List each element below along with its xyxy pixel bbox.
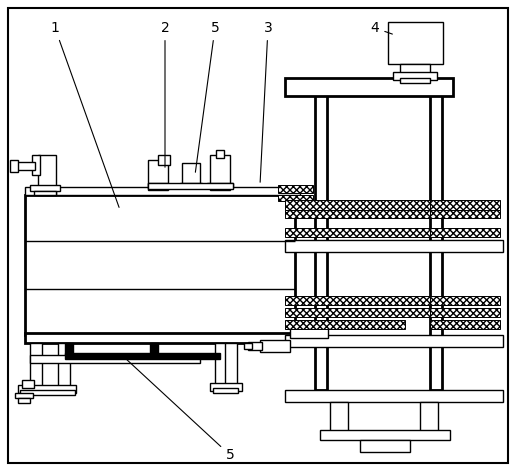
Bar xyxy=(225,343,237,388)
Bar xyxy=(158,155,170,165)
Text: 1: 1 xyxy=(51,21,119,207)
Bar xyxy=(38,155,56,195)
Bar xyxy=(285,335,503,347)
Bar xyxy=(400,78,430,83)
Bar xyxy=(393,72,437,80)
Bar xyxy=(25,333,300,343)
Bar xyxy=(285,240,503,252)
Bar xyxy=(10,160,18,172)
Bar xyxy=(65,353,220,359)
Bar xyxy=(215,343,227,388)
Bar xyxy=(20,390,75,395)
Bar xyxy=(285,296,455,305)
Bar xyxy=(278,185,313,193)
Bar xyxy=(430,200,500,210)
Bar xyxy=(260,340,290,352)
Bar xyxy=(244,343,252,349)
Bar xyxy=(430,320,500,329)
Text: 4: 4 xyxy=(370,21,392,35)
Bar xyxy=(182,163,200,188)
Bar xyxy=(285,228,455,237)
Bar xyxy=(15,393,33,398)
Bar xyxy=(148,183,233,189)
Bar xyxy=(148,160,168,190)
Bar xyxy=(290,328,328,338)
Bar xyxy=(210,155,230,190)
Bar xyxy=(148,183,168,188)
Bar xyxy=(285,200,455,210)
Bar xyxy=(18,385,76,393)
Bar xyxy=(430,210,500,218)
Bar xyxy=(30,355,200,363)
Bar xyxy=(430,308,500,317)
Bar xyxy=(285,210,455,218)
Bar xyxy=(285,320,405,329)
Bar xyxy=(430,228,500,237)
Bar xyxy=(216,150,224,158)
Bar xyxy=(330,402,348,437)
Bar xyxy=(388,22,443,64)
Bar xyxy=(285,390,503,402)
Bar xyxy=(430,80,442,390)
Bar xyxy=(30,185,60,191)
Bar xyxy=(213,388,238,393)
Text: 5: 5 xyxy=(127,360,234,462)
Bar xyxy=(400,64,430,74)
Bar xyxy=(278,195,313,201)
Text: 2: 2 xyxy=(160,21,169,167)
Text: 3: 3 xyxy=(260,21,272,182)
Bar xyxy=(30,343,42,388)
Bar xyxy=(430,296,500,305)
Bar xyxy=(65,343,73,355)
Bar xyxy=(360,440,410,452)
Bar xyxy=(210,383,242,391)
Bar xyxy=(285,308,455,317)
Bar xyxy=(34,191,56,195)
Bar xyxy=(285,78,453,96)
Bar xyxy=(150,343,158,355)
Bar xyxy=(315,80,327,390)
Bar xyxy=(420,402,438,437)
Bar xyxy=(22,380,34,388)
Bar xyxy=(18,398,30,403)
Bar xyxy=(180,183,202,188)
Bar xyxy=(15,162,35,170)
Bar xyxy=(32,155,40,175)
Bar xyxy=(207,183,233,188)
Bar xyxy=(248,342,262,350)
Bar xyxy=(25,187,300,195)
Bar xyxy=(320,430,450,440)
Text: 5: 5 xyxy=(196,21,219,172)
Bar xyxy=(58,343,70,388)
Bar xyxy=(25,195,295,335)
